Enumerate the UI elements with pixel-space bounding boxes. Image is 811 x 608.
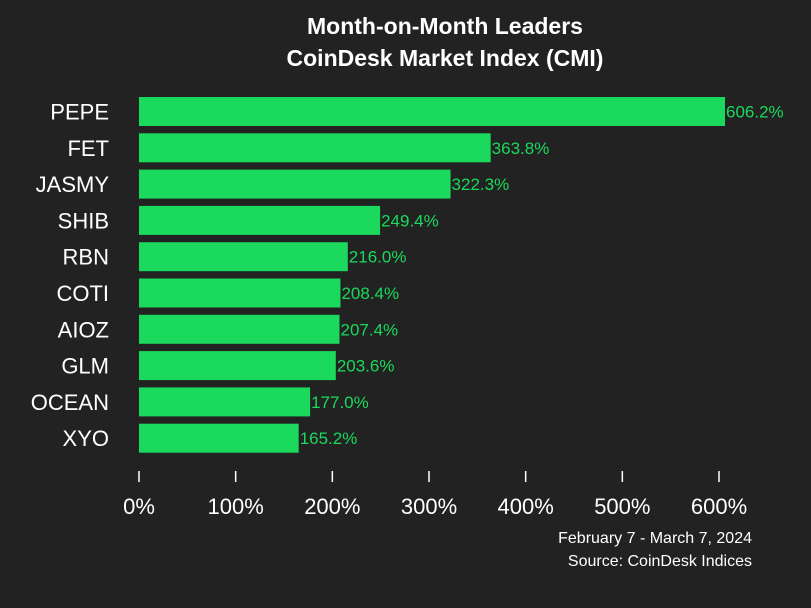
bar-xyo <box>139 423 299 453</box>
x-tick-label: 500% <box>594 494 650 519</box>
chart-subtitle: CoinDesk Market Index (CMI) <box>287 45 604 71</box>
value-label: 606.2% <box>726 103 784 122</box>
chart-title: Month-on-Month Leaders <box>307 13 583 39</box>
category-label: PEPE <box>50 100 109 125</box>
value-label: 203.6% <box>337 357 395 376</box>
source-note: Source: CoinDesk Indices <box>568 553 752 570</box>
x-tick-label: 200% <box>304 494 360 519</box>
bar-jasmy <box>139 169 451 199</box>
category-labels-group: PEPE FET JASMY SHIB RBN COTI AIOZ GLM OCEAN XYO <box>31 100 110 452</box>
value-label: 165.2% <box>300 429 358 448</box>
x-axis: 0% 100% 200% 300% 400% 500% 600% <box>123 471 747 519</box>
category-label: COTI <box>56 281 109 306</box>
bar-glm <box>139 351 336 381</box>
date-range-note: February 7 - March 7, 2024 <box>558 530 752 547</box>
bars-group <box>139 97 725 453</box>
value-labels-group: 606.2% 363.8% 322.3% 249.4% 216.0% 208.4% 207.… <box>300 103 784 449</box>
bar-ocean <box>139 387 311 417</box>
value-label: 208.4% <box>341 284 399 303</box>
bar-aioz <box>139 314 340 344</box>
category-label: XYO <box>63 426 109 451</box>
value-label: 177.0% <box>311 393 369 412</box>
bar-shib <box>139 205 381 235</box>
category-label: FET <box>67 136 109 161</box>
bar-fet <box>139 133 491 163</box>
x-tick-label: 100% <box>208 494 264 519</box>
x-tick-label: 400% <box>498 494 554 519</box>
bar-rbn <box>139 242 348 272</box>
value-label: 216.0% <box>349 248 407 267</box>
category-label: AIOZ <box>58 317 109 342</box>
category-label: OCEAN <box>31 390 109 415</box>
value-label: 322.3% <box>452 175 510 194</box>
category-label: GLM <box>61 354 109 379</box>
bar-coti <box>139 278 341 308</box>
x-tick-label: 0% <box>123 494 155 519</box>
bar-pepe <box>139 97 725 126</box>
category-label: RBN <box>63 245 109 270</box>
value-label: 249.4% <box>381 211 439 230</box>
x-tick-label: 300% <box>401 494 457 519</box>
value-label: 363.8% <box>492 139 550 158</box>
value-label: 207.4% <box>340 320 398 339</box>
category-label: JASMY <box>36 172 110 197</box>
category-label: SHIB <box>58 208 109 233</box>
x-tick-label: 600% <box>691 494 747 519</box>
